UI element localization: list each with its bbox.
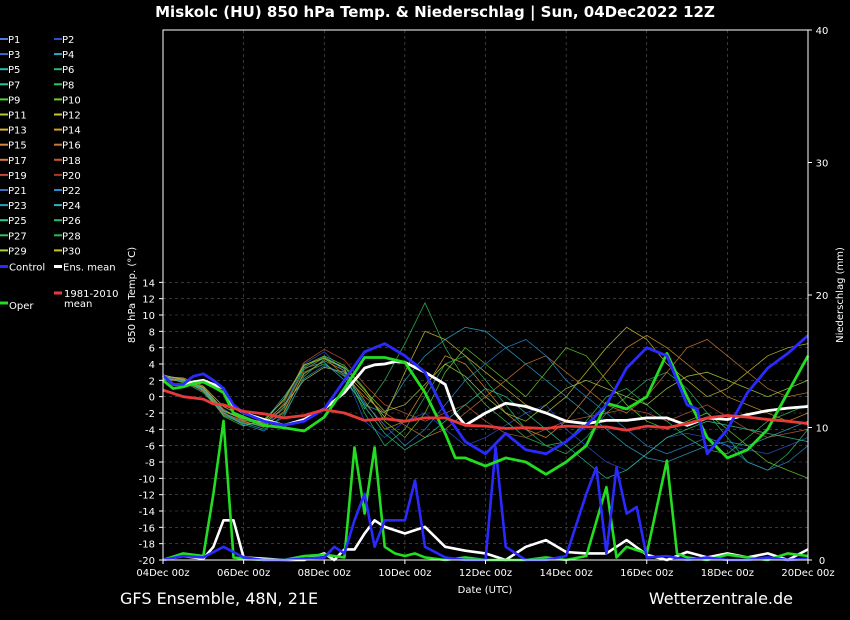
y2-tick-label: 0 bbox=[819, 556, 825, 567]
y-tick-label: 0 bbox=[149, 393, 155, 404]
legend-label: P7 bbox=[8, 80, 20, 91]
series-line bbox=[162, 334, 809, 456]
y2-tick-label: 10 bbox=[816, 424, 829, 435]
legend-label: P12 bbox=[62, 111, 81, 122]
x-tick-label: 06Dec 00z bbox=[217, 568, 270, 579]
legend-label: P14 bbox=[62, 126, 81, 137]
legend-label: P23 bbox=[8, 201, 27, 212]
y-axis-label: 850 hPa Temp. (°C) bbox=[127, 247, 138, 343]
legend-label: P10 bbox=[62, 95, 81, 106]
legend-label: P15 bbox=[8, 141, 27, 152]
x-tick-label: 16Dec 00z bbox=[620, 568, 673, 579]
legend-label: 1981-2010 bbox=[64, 289, 119, 300]
series-line bbox=[162, 388, 809, 432]
main-lines bbox=[162, 334, 810, 476]
chart-title: Miskolc (HU) 850 hPa Temp. & Niederschla… bbox=[155, 3, 715, 22]
legend-label: P25 bbox=[8, 216, 27, 227]
y-tick-label: -10 bbox=[139, 474, 155, 485]
legend-label: P26 bbox=[62, 216, 81, 227]
legend-label: P19 bbox=[8, 171, 27, 182]
legend-label: P11 bbox=[8, 111, 27, 122]
x-tick-label: 12Dec 00z bbox=[459, 568, 512, 579]
y-tick-label: 4 bbox=[149, 360, 155, 371]
legend-label: Control bbox=[9, 263, 45, 274]
legend-label: P28 bbox=[62, 231, 81, 242]
legend-label: P5 bbox=[8, 65, 20, 76]
y2-axis-ticks: 40 30 20 10 0 bbox=[808, 26, 828, 567]
x-tick-label: 10Dec 00z bbox=[378, 568, 431, 579]
x-tick-label: 04Dec 00z bbox=[136, 568, 189, 579]
legend-label: P9 bbox=[8, 95, 20, 106]
y-tick-label: -2 bbox=[145, 409, 155, 420]
y-tick-label: -18 bbox=[139, 540, 155, 551]
legend-label: P3 bbox=[8, 50, 20, 61]
y2-tick-label: 20 bbox=[816, 291, 829, 302]
y-tick-label: 10 bbox=[142, 311, 155, 322]
member-line bbox=[162, 326, 809, 424]
y-tick-label: 12 bbox=[142, 295, 155, 306]
legend-label: P24 bbox=[62, 201, 81, 212]
legend-label: mean bbox=[64, 299, 92, 310]
series-line bbox=[162, 351, 810, 476]
x-tick-label: 14Dec 00z bbox=[540, 568, 593, 579]
legend-label: P2 bbox=[62, 35, 74, 46]
member-lines bbox=[162, 301, 809, 479]
y-tick-label: -20 bbox=[139, 556, 155, 567]
y-tick-label: -8 bbox=[145, 458, 155, 469]
legend-label: P17 bbox=[8, 156, 27, 167]
x-tick-label: 08Dec 00z bbox=[298, 568, 351, 579]
legend-label: P21 bbox=[8, 186, 27, 197]
y-tick-label: 8 bbox=[149, 327, 155, 338]
legend-label: P27 bbox=[8, 231, 27, 242]
chart-legend: P1 P2 P3 P4 P5 P6 P7 P8 P9 P10 P11 P12 P13 P14 P15 P16 P… bbox=[0, 35, 119, 312]
legend-label: Ens. mean bbox=[63, 263, 116, 274]
y-tick-label: -6 bbox=[145, 442, 155, 453]
legend-label: P20 bbox=[62, 171, 81, 182]
y-tick-label: -14 bbox=[139, 507, 155, 518]
legend-label: P1 bbox=[8, 35, 20, 46]
x-axis-ticks: 04Dec 00z 06Dec 00z 08Dec 00z 10Dec 00z 12De… bbox=[136, 560, 835, 579]
x-tick-label: 20Dec 00z bbox=[781, 568, 834, 579]
y-tick-label: -4 bbox=[145, 425, 155, 436]
y-axis-ticks: 14 12 10 8 6 4 2 0 -2 -4 -6 -8 -10 -12 -14 -16 -18 -20 bbox=[139, 278, 163, 567]
y-tick-label: 2 bbox=[149, 376, 155, 387]
legend-label: P22 bbox=[62, 186, 81, 197]
y-tick-label: -16 bbox=[139, 523, 155, 534]
legend-label: Oper bbox=[9, 301, 34, 312]
y2-tick-label: 40 bbox=[816, 26, 829, 37]
y2-tick-label: 30 bbox=[816, 159, 829, 170]
y-tick-label: 14 bbox=[142, 278, 155, 289]
footer-model-info: GFS Ensemble, 48N, 21E bbox=[120, 589, 318, 608]
legend-label: P30 bbox=[62, 246, 81, 257]
y-tick-label: -12 bbox=[139, 491, 155, 502]
footer-source: Wetterzentrale.de bbox=[649, 589, 793, 608]
legend-label: P16 bbox=[62, 141, 81, 152]
x-tick-label: 18Dec 00z bbox=[701, 568, 754, 579]
legend-label: P29 bbox=[8, 246, 27, 257]
legend-label: P18 bbox=[62, 156, 81, 167]
x-axis-label: Date (UTC) bbox=[458, 585, 513, 596]
legend-label: P6 bbox=[62, 65, 74, 76]
y-tick-label: 6 bbox=[149, 344, 155, 355]
legend-label: P8 bbox=[62, 80, 74, 91]
y2-axis-label: Niederschlag (mm) bbox=[835, 247, 846, 343]
legend-label: P4 bbox=[62, 50, 74, 61]
legend-label: P13 bbox=[8, 126, 27, 137]
